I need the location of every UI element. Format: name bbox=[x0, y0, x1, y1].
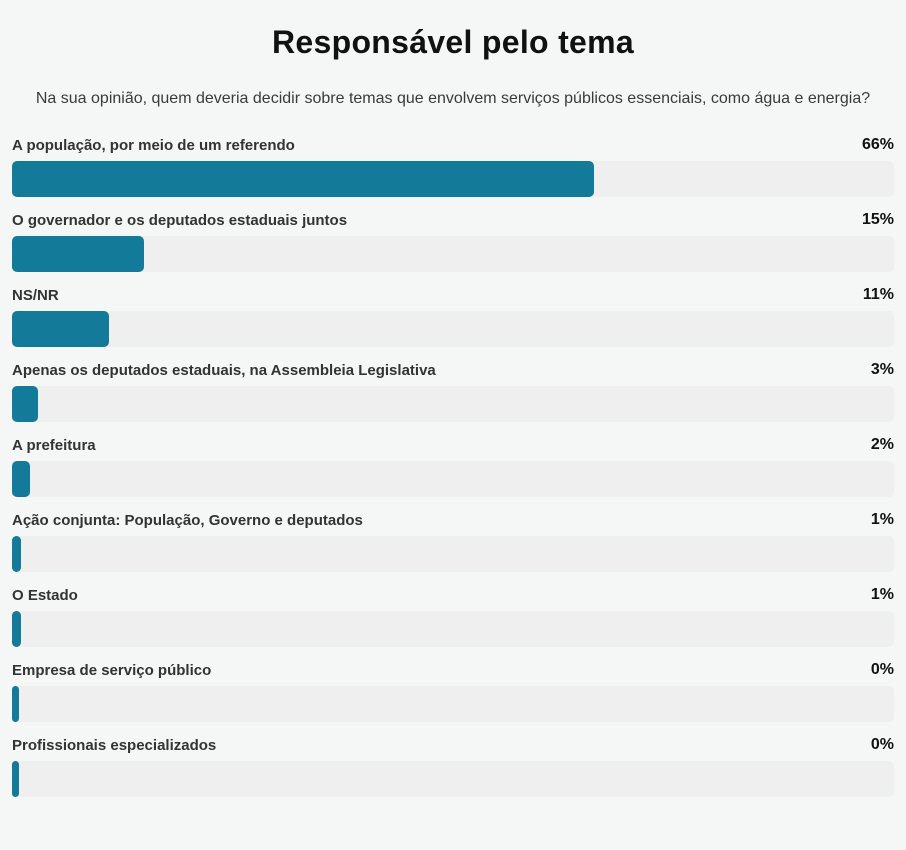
chart-subtitle: Na sua opinião, quem deveria decidir sob… bbox=[35, 90, 871, 107]
bar-row-header: Profissionais especializados 0% bbox=[12, 727, 894, 761]
bar-row: O Estado 1% bbox=[12, 577, 894, 647]
bar-row: O governador e os deputados estaduais ju… bbox=[12, 202, 894, 272]
bar-value: 1% bbox=[870, 586, 894, 603]
bar-track bbox=[12, 536, 894, 572]
bar-value: 0% bbox=[870, 661, 894, 678]
bar-label: Apenas os deputados estaduais, na Assemb… bbox=[12, 362, 436, 379]
bar-fill bbox=[12, 611, 21, 647]
bar-track bbox=[12, 761, 894, 797]
bar-row: Apenas os deputados estaduais, na Assemb… bbox=[12, 352, 894, 422]
bar-row-header: O Estado 1% bbox=[12, 577, 894, 611]
bar-fill bbox=[12, 686, 19, 722]
bar-row-header: Ação conjunta: População, Governo e depu… bbox=[12, 502, 894, 536]
bar-value: 66% bbox=[861, 136, 894, 153]
bar-track bbox=[12, 686, 894, 722]
bar-label: O governador e os deputados estaduais ju… bbox=[12, 212, 348, 229]
bar-label: A população, por meio de um referendo bbox=[12, 137, 295, 154]
bar-row-header: Apenas os deputados estaduais, na Assemb… bbox=[12, 352, 894, 386]
bar-track bbox=[12, 611, 894, 647]
bar-track bbox=[12, 236, 894, 272]
bar-value: 3% bbox=[870, 361, 894, 378]
bar-row-header: O governador e os deputados estaduais ju… bbox=[12, 202, 894, 236]
bar-fill bbox=[12, 761, 19, 797]
bar-fill bbox=[12, 461, 30, 497]
bar-row: NS/NR 11% bbox=[12, 277, 894, 347]
bar-value: 0% bbox=[870, 736, 894, 753]
bar-label: NS/NR bbox=[12, 287, 59, 304]
bar-label: O Estado bbox=[12, 587, 78, 604]
bar-chart: A população, por meio de um referendo 66… bbox=[0, 127, 906, 797]
bar-value: 2% bbox=[870, 436, 894, 453]
bar-row-header: Empresa de serviço público 0% bbox=[12, 652, 894, 686]
bar-row: A população, por meio de um referendo 66… bbox=[12, 127, 894, 197]
bar-track bbox=[12, 161, 894, 197]
bar-value: 15% bbox=[861, 211, 894, 228]
bar-row: Empresa de serviço público 0% bbox=[12, 652, 894, 722]
bar-label: Ação conjunta: População, Governo e depu… bbox=[12, 512, 363, 529]
bar-row: Profissionais especializados 0% bbox=[12, 727, 894, 797]
bar-label: Profissionais especializados bbox=[12, 737, 217, 754]
bar-track bbox=[12, 386, 894, 422]
bar-label: Empresa de serviço público bbox=[12, 662, 212, 679]
bar-fill bbox=[12, 386, 39, 422]
bar-row: Ação conjunta: População, Governo e depu… bbox=[12, 502, 894, 572]
bar-value: 11% bbox=[862, 286, 894, 303]
bar-fill bbox=[12, 536, 21, 572]
bar-row-header: NS/NR 11% bbox=[12, 277, 894, 311]
bar-value: 1% bbox=[870, 511, 894, 528]
bar-label: A prefeitura bbox=[12, 437, 96, 454]
bar-row-header: A população, por meio de um referendo 66… bbox=[12, 127, 894, 161]
bar-row: A prefeitura 2% bbox=[12, 427, 894, 497]
chart-title: Responsável pelo tema bbox=[272, 24, 634, 60]
bar-track bbox=[12, 311, 894, 347]
bar-track bbox=[12, 461, 894, 497]
bar-fill bbox=[12, 161, 595, 197]
bar-fill bbox=[12, 236, 145, 272]
bar-row-header: A prefeitura 2% bbox=[12, 427, 894, 461]
bar-fill bbox=[12, 311, 110, 347]
